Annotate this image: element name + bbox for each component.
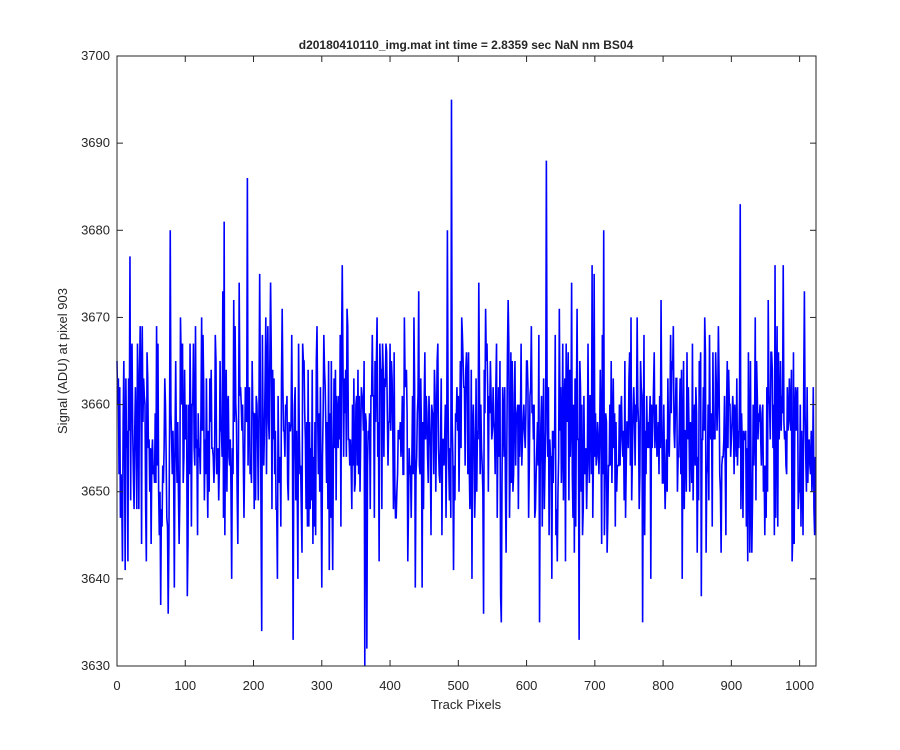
y-axis-ticks: 3630 3640 3650 3660 3670 3680 3690 3700 (81, 48, 816, 673)
x-tick-label: 100 (174, 678, 196, 693)
x-tick-label: 600 (516, 678, 538, 693)
x-tick-label: 800 (652, 678, 674, 693)
x-tick-label: 200 (243, 678, 265, 693)
axes-box (116, 55, 817, 667)
y-tick-label: 3640 (81, 571, 110, 586)
y-tick-label: 3690 (81, 135, 110, 150)
x-tick-label: 500 (447, 678, 469, 693)
signal-series-line (116, 99, 817, 667)
x-tick-label: 0 (113, 678, 120, 693)
chart-title: d20180410110_img.mat int time = 2.8359 s… (299, 38, 634, 52)
x-tick-label: 400 (379, 678, 401, 693)
series-layer (116, 99, 817, 667)
y-tick-label: 3680 (81, 222, 110, 237)
y-tick-label: 3650 (81, 484, 110, 499)
y-tick-label: 3700 (81, 48, 110, 63)
x-tick-label: 700 (584, 678, 606, 693)
x-tick-label: 900 (721, 678, 743, 693)
y-axis-label: Signal (ADU) at pixel 903 (55, 288, 70, 434)
x-tick-label: 1000 (785, 678, 814, 693)
y-tick-label: 3670 (81, 309, 110, 324)
y-tick-label: 3630 (81, 658, 110, 673)
x-tick-label: 300 (311, 678, 333, 693)
y-tick-label: 3660 (81, 397, 110, 412)
x-axis-label: Track Pixels (431, 697, 502, 712)
x-axis-ticks: 0 100 200 300 400 500 600 700 800 900 1000 (113, 56, 814, 693)
